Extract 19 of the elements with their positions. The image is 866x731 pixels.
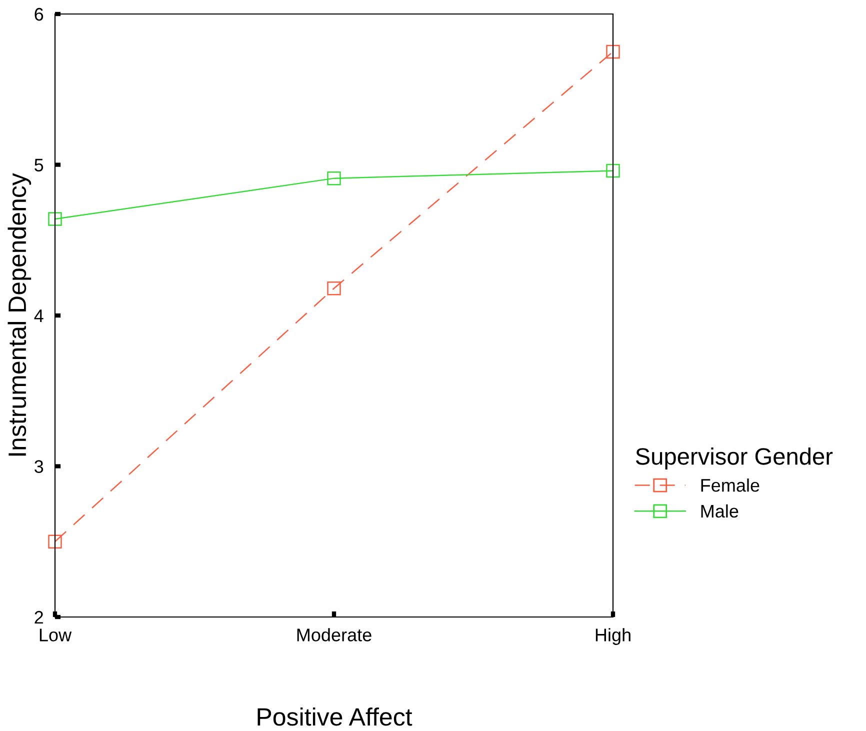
legend-label: Female <box>701 478 760 492</box>
x-axis-title: Positive Affect <box>258 707 412 726</box>
point <box>48 534 62 548</box>
x-tick-label: Moderate <box>297 628 372 642</box>
y-tick-label: 5 <box>34 158 44 172</box>
x-tick-label: High <box>596 628 630 645</box>
x-tick-label: Low <box>40 628 72 642</box>
y-tick-label: 2 <box>34 610 43 624</box>
legend-label: Male <box>701 504 738 518</box>
point <box>606 164 620 178</box>
y-tick-label: 3 <box>34 460 44 473</box>
point <box>606 44 620 59</box>
point <box>327 171 341 186</box>
point <box>327 281 341 296</box>
point <box>48 212 62 226</box>
y-axis-title: Instrumental Dependency <box>8 173 32 456</box>
y-tick-label: 4 <box>34 310 44 322</box>
y-tick-label: 6 <box>34 8 44 21</box>
legend-title: Supervisor Gender <box>636 447 833 470</box>
